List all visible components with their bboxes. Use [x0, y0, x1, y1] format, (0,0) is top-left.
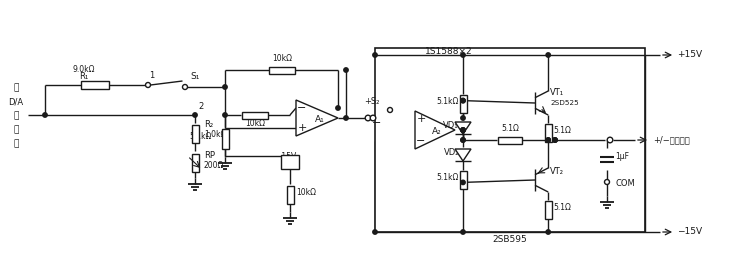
Circle shape	[546, 53, 551, 57]
Bar	[545, 124, 552, 142]
Circle shape	[371, 115, 376, 121]
Bar	[191, 154, 199, 172]
Circle shape	[546, 138, 551, 142]
Circle shape	[461, 128, 465, 132]
Text: −: −	[297, 103, 307, 113]
Circle shape	[553, 138, 557, 142]
Circle shape	[461, 138, 465, 142]
Circle shape	[336, 106, 340, 110]
Text: R₁: R₁	[79, 72, 89, 81]
Text: 2SD525: 2SD525	[551, 100, 579, 106]
Circle shape	[344, 116, 348, 120]
Text: −: −	[416, 136, 426, 146]
Circle shape	[344, 68, 348, 72]
Text: 5.1Ω: 5.1Ω	[501, 124, 519, 133]
Text: 10kΩ: 10kΩ	[272, 54, 292, 63]
Circle shape	[546, 138, 551, 142]
Circle shape	[461, 138, 465, 142]
Bar	[498, 136, 522, 143]
Text: D/A: D/A	[8, 97, 24, 106]
Text: 10kΩ: 10kΩ	[296, 188, 316, 197]
Circle shape	[604, 179, 610, 185]
Text: +: +	[416, 114, 426, 124]
Text: VD₂: VD₂	[444, 148, 459, 157]
Bar	[269, 67, 295, 74]
Polygon shape	[455, 122, 471, 134]
Text: VT₂: VT₂	[551, 167, 564, 176]
Circle shape	[607, 137, 613, 143]
Circle shape	[388, 107, 392, 113]
Bar	[545, 201, 552, 219]
Text: 5.1kΩ: 5.1kΩ	[437, 97, 459, 106]
Text: 10kΩ: 10kΩ	[245, 119, 265, 128]
Circle shape	[365, 115, 371, 121]
Text: 9.0kΩ: 9.0kΩ	[72, 65, 96, 74]
Bar	[281, 155, 299, 169]
Text: 换: 换	[13, 125, 19, 134]
Circle shape	[373, 53, 377, 57]
Text: A₂: A₂	[432, 127, 442, 136]
Text: 1: 1	[149, 71, 155, 80]
Polygon shape	[455, 149, 471, 161]
Circle shape	[461, 128, 465, 132]
Bar	[222, 129, 229, 149]
Bar	[459, 171, 466, 189]
Circle shape	[461, 98, 465, 103]
Text: 接: 接	[13, 84, 19, 93]
Circle shape	[546, 230, 551, 234]
Text: −15V: −15V	[677, 227, 702, 236]
Circle shape	[182, 85, 187, 89]
Circle shape	[373, 230, 377, 234]
Polygon shape	[415, 111, 455, 149]
Text: 5.1kΩ: 5.1kΩ	[190, 132, 212, 141]
Bar	[459, 95, 466, 113]
Circle shape	[461, 128, 465, 132]
Text: +S₂: +S₂	[365, 97, 379, 106]
Circle shape	[43, 113, 47, 117]
Polygon shape	[296, 100, 338, 136]
Text: −15V: −15V	[276, 152, 297, 161]
Text: COM: COM	[615, 179, 635, 188]
Text: 5.1Ω: 5.1Ω	[554, 126, 571, 135]
Text: 2: 2	[198, 102, 203, 111]
Bar	[242, 112, 268, 118]
Text: 5.1Ω: 5.1Ω	[554, 203, 571, 212]
Circle shape	[461, 98, 465, 103]
Circle shape	[461, 180, 465, 185]
Text: 200Ω: 200Ω	[204, 161, 224, 170]
Text: A₁: A₁	[315, 115, 325, 124]
Text: R₂: R₂	[204, 120, 213, 129]
Text: 1S1588×2: 1S1588×2	[425, 47, 473, 56]
Text: 5.1kΩ: 5.1kΩ	[437, 173, 459, 182]
Circle shape	[223, 113, 227, 117]
Bar	[191, 125, 199, 143]
Text: VD₁: VD₁	[444, 121, 459, 130]
Text: 转: 转	[13, 112, 19, 121]
Circle shape	[553, 138, 557, 142]
Circle shape	[553, 138, 557, 142]
Circle shape	[146, 82, 150, 87]
Circle shape	[461, 53, 465, 57]
Circle shape	[193, 113, 197, 117]
Text: −: −	[372, 118, 382, 128]
Text: RP: RP	[204, 151, 215, 160]
Circle shape	[461, 230, 465, 234]
Text: VT₁: VT₁	[551, 88, 564, 97]
Bar	[375, 48, 645, 232]
Circle shape	[461, 116, 465, 120]
Text: S₁: S₁	[190, 72, 199, 81]
Bar	[81, 81, 109, 89]
Circle shape	[223, 85, 227, 89]
Text: 1µF: 1µF	[615, 152, 629, 161]
Text: 1.0kΩ: 1.0kΩ	[204, 130, 226, 139]
Bar	[287, 186, 294, 204]
Text: +/−输出电压: +/−输出电压	[653, 135, 689, 144]
Text: 2SB595: 2SB595	[492, 235, 527, 244]
Text: +: +	[297, 123, 307, 133]
Text: 器: 器	[13, 140, 19, 149]
Text: +15V: +15V	[677, 50, 702, 59]
